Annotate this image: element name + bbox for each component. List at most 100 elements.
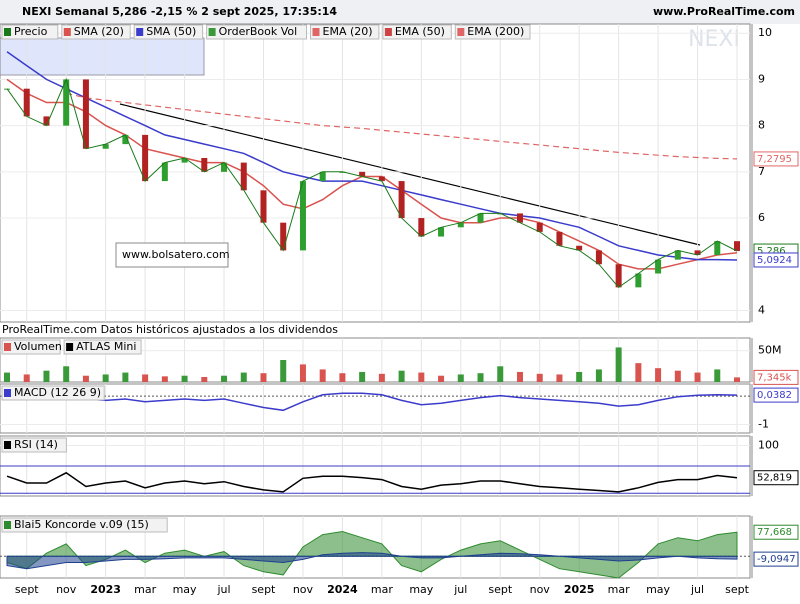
annotation: www.bolsatero.com [122, 248, 230, 261]
panel [0, 383, 751, 434]
volume-bar [655, 368, 662, 382]
legend-item [310, 24, 380, 40]
legend-swatch [66, 343, 74, 351]
indicator-line [66, 92, 738, 160]
x-tick-label: nov [530, 583, 551, 596]
candle [299, 181, 306, 251]
legend-label: EMA (200) [467, 25, 524, 38]
candle [398, 181, 405, 219]
chart-title: NEXI Semanal 5,286 -2,15 % 2 sept 2025, … [22, 5, 337, 18]
candle [477, 213, 484, 223]
candle [102, 144, 109, 149]
volume-bar [576, 371, 583, 382]
x-tick-label: may [409, 583, 433, 596]
indicator-line [6, 78, 738, 270]
panel [0, 23, 751, 323]
x-tick-label: 2024 [327, 583, 358, 596]
legend-swatch [63, 28, 71, 36]
volume-bar [43, 370, 50, 382]
volume-bar [280, 360, 287, 382]
value-label-box [753, 369, 799, 385]
candle [142, 134, 149, 182]
candle [240, 162, 247, 191]
indicator-line [6, 471, 738, 493]
candle [576, 245, 583, 251]
candle [438, 227, 445, 237]
candle [635, 273, 642, 288]
legend-swatch [4, 441, 11, 449]
volume-bar [418, 372, 425, 382]
candle [201, 157, 208, 172]
candle [260, 190, 267, 223]
x-tick-label: jul [690, 583, 704, 596]
volume-bar [122, 372, 129, 382]
y-tick-label: 6 [758, 211, 765, 224]
candle [615, 264, 622, 288]
legend-label: MACD (12 26 9) [14, 386, 101, 399]
y-tick-label: 4 [758, 303, 765, 316]
candle [280, 222, 287, 251]
value-label-box [753, 470, 799, 486]
volume-bar [161, 376, 168, 382]
candle [694, 250, 701, 256]
legend-label: ATLAS Mini [76, 340, 136, 353]
indicator-area [6, 552, 738, 570]
value-label: 7,345k [757, 372, 792, 383]
legend-swatch [136, 28, 144, 36]
volume-bar [674, 370, 681, 382]
trend-line [119, 103, 701, 246]
volume-bar [615, 347, 622, 382]
volume-bar [734, 377, 741, 382]
candle [734, 241, 741, 252]
value-label: 5,286 [757, 246, 786, 257]
candle [161, 162, 168, 182]
legend-swatch [4, 28, 11, 36]
candle [595, 250, 602, 265]
x-tick-label: may [646, 583, 670, 596]
x-tick-label: sept [488, 583, 512, 596]
legend-swatch [4, 521, 11, 529]
value-label-box [753, 551, 799, 567]
y-tick-label: 7 [758, 165, 765, 178]
legend-swatch [4, 343, 11, 351]
volume-bar [694, 372, 701, 382]
x-tick-label: sept [725, 583, 749, 596]
y-tick-label: 8 [758, 119, 765, 132]
volume-bar [339, 373, 346, 382]
x-tick-label: mar [134, 583, 156, 596]
indicator-line [6, 51, 738, 261]
volume-bar [438, 375, 445, 382]
legend-item [1, 339, 61, 355]
legend-label: Volumen [14, 340, 62, 353]
header-bar [0, 0, 800, 24]
candle [63, 79, 70, 126]
legend-item [1, 24, 59, 40]
x-tick-label: mar [371, 583, 393, 596]
legend-swatch [208, 28, 216, 36]
legend-swatch [384, 28, 392, 36]
value-label-box [753, 387, 799, 403]
legend-item [133, 24, 204, 40]
volume-bar [319, 369, 326, 382]
legend-item [1, 437, 67, 453]
legend-label: EMA (20) [323, 25, 373, 38]
legend-item [206, 24, 308, 40]
candle [457, 222, 464, 228]
volume-bar [378, 373, 385, 382]
volume-bar [82, 375, 89, 382]
legend-label: Precio [14, 25, 48, 38]
legend-swatch [457, 28, 465, 36]
x-tick-label: 2025 [564, 583, 595, 596]
volume-bar [595, 369, 602, 382]
legend-swatch [4, 389, 11, 397]
volume-bar [63, 366, 70, 382]
candle [359, 171, 366, 177]
value-label: 0,0382 [757, 390, 792, 401]
volume-bar [477, 373, 484, 382]
candle [43, 116, 50, 126]
x-tick-label: 2023 [90, 583, 121, 596]
legend-item [61, 24, 131, 40]
candle [674, 250, 681, 260]
x-tick-label: mar [608, 583, 630, 596]
